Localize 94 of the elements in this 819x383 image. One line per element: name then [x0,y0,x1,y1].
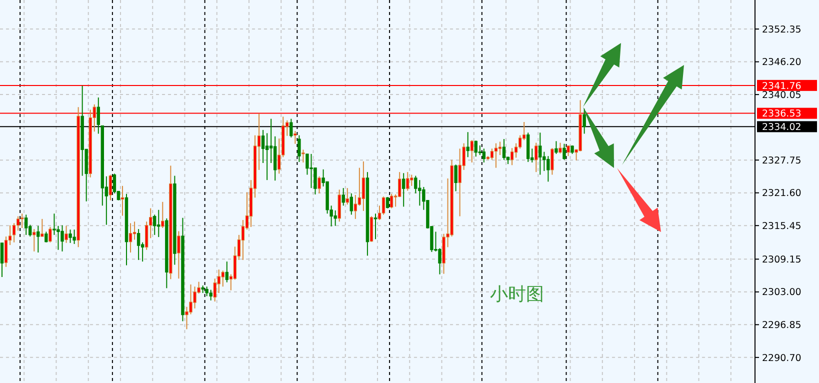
candlestick [205,286,208,297]
candlestick [438,248,442,275]
candlestick [458,148,462,217]
candlestick [64,225,68,244]
candlestick [338,189,341,222]
candlestick [72,229,76,244]
candlestick [374,213,378,240]
candlestick [490,148,494,160]
candlestick [342,188,345,206]
candlestick [454,164,458,192]
candlestick [310,153,313,189]
candlestick [538,132,542,176]
candlestick [370,216,374,242]
candlestick [550,148,554,176]
candlestick [157,209,160,238]
y-tick-label: 2340.05 [762,90,802,101]
candlestick [60,224,64,252]
candlestick [298,134,301,162]
candlestick [261,129,265,164]
y-tick-label: 2309.15 [762,254,802,266]
candlestick [386,196,390,209]
candlestick [398,172,402,198]
candlestick [518,134,522,150]
candlestick [554,140,558,154]
candlestick [478,144,482,156]
candlestick [470,140,474,163]
candlestick [161,201,164,228]
y-tick-label: 2303.00 [762,287,802,298]
candlestick [209,289,212,301]
candlestick [582,108,586,134]
candlestick [418,180,422,206]
candlestick [534,142,538,173]
candlestick [382,196,386,216]
candlestick [302,149,305,163]
candlestick [241,220,245,260]
candlestick [213,278,216,302]
candlestick [290,118,293,138]
ref-line-label: 2336.53 [762,108,802,120]
y-tick-label: 2346.20 [762,57,802,68]
candlestick [12,222,16,243]
candlestick [273,136,277,182]
candlestick [482,148,486,163]
candlestick [20,213,24,228]
candlestick [350,192,353,216]
candlestick [4,236,8,268]
ref-line-label: 2334.02 [762,122,802,133]
candlestick [562,143,566,160]
ref-line-label: 2341.76 [762,80,802,92]
candlestick [96,96,100,134]
candlestick [136,228,140,260]
y-tick-label: 2315.45 [762,220,802,232]
candlestick [177,230,180,280]
candlestick [354,194,358,220]
candlestick [558,142,562,154]
candlestick [68,229,72,244]
y-tick-label: 2327.75 [762,155,802,166]
candlestick [390,193,394,209]
candlestick [474,140,478,158]
candlestick [314,167,317,195]
candlestick [221,270,224,288]
y-tick-label: 2296.85 [762,320,802,331]
candlestick [502,138,506,160]
candlestick [402,172,406,208]
y-tick-label: 2321.60 [762,188,802,200]
candlestick [318,176,321,194]
candlestick [153,214,156,236]
candlestick [128,222,132,253]
candlestick [144,221,148,250]
candlestick [225,261,228,283]
candlestick [40,218,44,238]
candlestick [294,130,297,144]
candlestick [334,210,337,226]
candlestick [24,214,28,236]
candlestick [36,225,40,253]
y-tick-label: 2290.70 [762,352,802,364]
candlestick [0,242,4,278]
candlestick [546,156,550,182]
candlestick [16,216,20,232]
candlestick [56,225,60,250]
y-tick-label: 2352.35 [762,24,802,36]
candlestick [406,172,410,192]
candlestick [48,226,52,243]
annotation: 小时图 [490,284,544,305]
candlestick [510,148,514,166]
candlestick [265,132,269,181]
candlestick [466,132,470,158]
candlestick [189,284,192,315]
candlestick [362,160,366,212]
candlestick [108,174,112,201]
candlestick [498,141,502,156]
candlestick [526,132,530,162]
candlestick [32,228,36,252]
candlestick [410,174,414,186]
candlestick [44,231,48,243]
